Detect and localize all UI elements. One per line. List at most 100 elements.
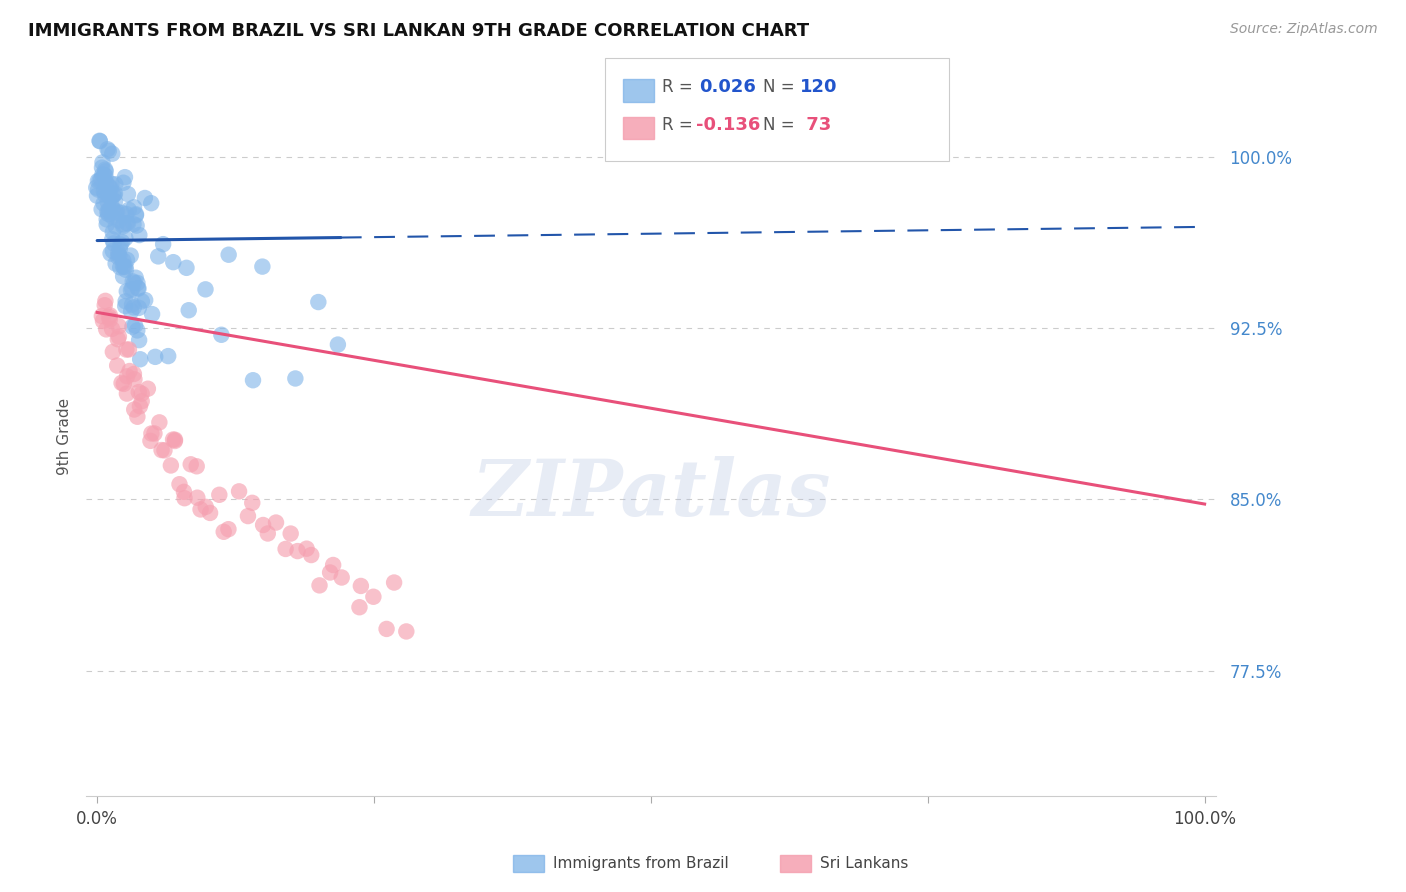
Point: [112, 253, 135, 268]
Point: [108, 329, 131, 343]
Point: [97, 179, 120, 194]
Point: [89, 173, 111, 187]
Point: [295, 541, 318, 556]
Point: [103, 236, 125, 251]
Point: [107, 250, 129, 264]
Point: [252, 518, 274, 533]
Point: [287, 544, 309, 558]
Point: [114, 170, 136, 185]
Point: [143, 350, 166, 364]
Text: 120: 120: [800, 78, 838, 96]
Point: [101, 244, 124, 258]
Point: [112, 219, 135, 234]
Point: [190, 502, 212, 516]
Point: [122, 402, 145, 417]
Point: [115, 216, 138, 230]
Point: [194, 500, 217, 514]
Text: -0.136: -0.136: [696, 116, 761, 134]
Point: [131, 294, 153, 309]
Point: [96, 142, 118, 156]
Text: N =: N =: [763, 78, 800, 96]
Y-axis label: 9th Grade: 9th Grade: [58, 398, 72, 475]
Point: [98, 310, 121, 324]
Point: [152, 237, 174, 252]
Point: [115, 285, 138, 299]
Point: [107, 319, 129, 334]
Point: [242, 373, 264, 387]
Point: [141, 196, 163, 211]
Point: [91, 168, 114, 182]
Point: [104, 186, 127, 201]
Point: [104, 178, 127, 192]
Point: [141, 426, 163, 441]
Point: [120, 249, 142, 263]
Point: [209, 327, 232, 342]
Point: [139, 434, 162, 448]
Point: [162, 255, 184, 269]
Point: [128, 282, 150, 296]
Point: [280, 526, 302, 541]
Point: [107, 245, 129, 260]
Point: [96, 212, 118, 227]
Point: [118, 364, 141, 378]
Point: [90, 202, 112, 217]
Point: [162, 433, 184, 447]
Point: [194, 282, 217, 296]
Point: [100, 181, 122, 195]
Point: [121, 297, 143, 311]
Point: [97, 203, 120, 218]
Point: [97, 144, 120, 158]
Point: [120, 304, 142, 318]
Point: [115, 252, 138, 267]
Point: [284, 371, 307, 385]
Point: [112, 269, 135, 284]
Point: [103, 187, 125, 202]
Point: [89, 134, 111, 148]
Point: [115, 386, 138, 401]
Point: [129, 399, 152, 413]
Point: [105, 359, 128, 373]
Point: [274, 541, 297, 556]
Point: [115, 369, 138, 384]
Point: [98, 312, 121, 326]
Point: [91, 155, 114, 169]
Point: [101, 232, 124, 246]
Point: [117, 216, 139, 230]
Point: [87, 183, 110, 197]
Point: [122, 367, 145, 381]
Point: [128, 228, 150, 243]
Point: [363, 590, 385, 604]
Point: [100, 199, 122, 213]
Point: [148, 415, 170, 429]
Point: [125, 207, 148, 221]
Point: [160, 458, 183, 473]
Point: [322, 558, 344, 572]
Point: [114, 294, 136, 309]
Point: [110, 260, 132, 275]
Point: [101, 344, 124, 359]
Point: [97, 195, 120, 210]
Point: [395, 624, 418, 639]
Point: [319, 566, 342, 580]
Point: [101, 202, 124, 216]
Point: [114, 299, 136, 313]
Point: [104, 256, 127, 270]
Text: Immigrants from Brazil: Immigrants from Brazil: [553, 856, 728, 871]
Point: [93, 168, 115, 182]
Point: [104, 219, 127, 234]
Point: [115, 343, 138, 357]
Point: [91, 314, 114, 328]
Point: [112, 260, 135, 274]
Point: [114, 260, 136, 274]
Point: [124, 318, 146, 333]
Point: [97, 207, 120, 221]
Point: [127, 409, 149, 424]
Point: [104, 194, 127, 209]
Point: [96, 322, 118, 336]
Point: [101, 225, 124, 239]
Point: [105, 204, 128, 219]
Point: [86, 188, 108, 202]
Point: [112, 376, 135, 391]
Point: [121, 319, 143, 334]
Point: [100, 177, 122, 191]
